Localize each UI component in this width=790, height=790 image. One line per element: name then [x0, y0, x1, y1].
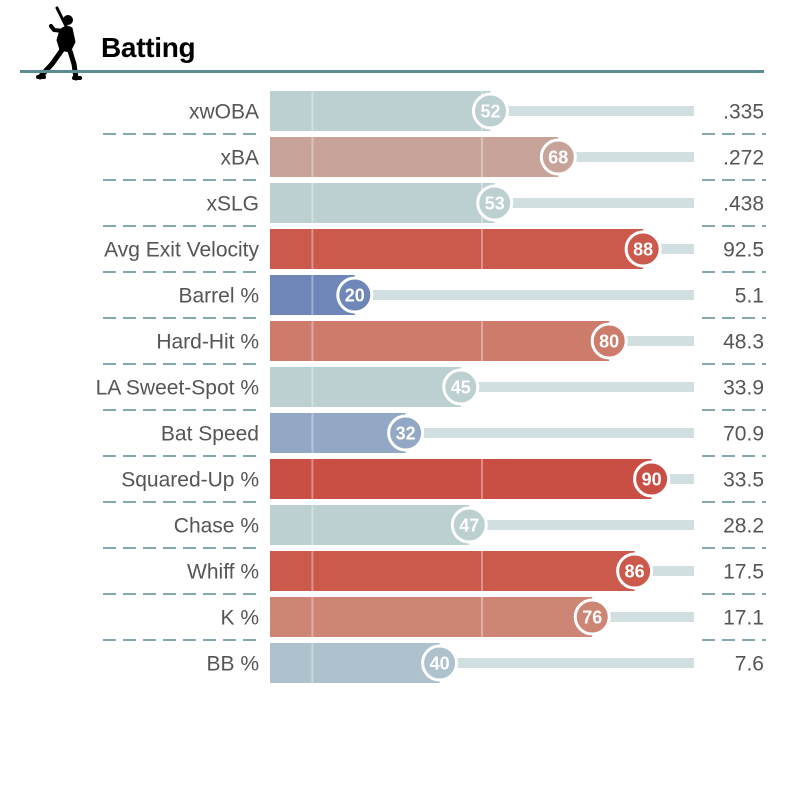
header-rule	[20, 70, 764, 73]
percentile-bar	[270, 413, 406, 453]
metric-label: BB %	[206, 653, 259, 676]
metric-value: 33.9	[723, 377, 764, 400]
percentile-bar	[270, 551, 635, 591]
percentile-label: 86	[625, 562, 645, 582]
metric-value: 33.5	[723, 469, 764, 492]
percentile-bar	[270, 459, 652, 499]
metric-value: 5.1	[735, 285, 764, 308]
bar-track	[651, 474, 694, 484]
bar-track	[494, 198, 694, 208]
bar-track	[469, 520, 694, 530]
percentile-bar	[270, 643, 440, 683]
metric-value: 70.9	[723, 423, 764, 446]
percentile-label: 80	[599, 332, 619, 352]
percentile-circle	[624, 230, 662, 268]
percentile-circle	[471, 92, 509, 130]
percentile-circle	[539, 138, 577, 176]
metric-value: 7.6	[735, 653, 764, 676]
metric-label: xBA	[220, 147, 259, 170]
metric-label: Avg Exit Velocity	[104, 239, 259, 262]
batter-silhouette-icon	[36, 6, 82, 81]
metric-label: K %	[220, 607, 259, 630]
percentile-circle	[476, 184, 514, 222]
bar-track	[439, 658, 694, 668]
percentile-circle	[633, 460, 671, 498]
metric-value: 92.5	[723, 239, 764, 262]
percentile-bar	[270, 229, 644, 269]
metric-value: .335	[723, 101, 764, 124]
metric-label: xwOBA	[189, 101, 259, 124]
percentile-circle	[573, 598, 611, 636]
metric-label: Whiff %	[187, 561, 259, 584]
percentile-label: 32	[396, 424, 416, 444]
percentile-circle	[336, 276, 374, 314]
percentile-label: 68	[548, 148, 568, 168]
metric-value: .438	[723, 193, 764, 216]
metric-value: 17.5	[723, 561, 764, 584]
percentile-bar	[270, 597, 593, 637]
percentile-label: 76	[582, 608, 602, 628]
percentile-bar	[270, 183, 495, 223]
metric-label: Chase %	[174, 515, 259, 538]
percentile-label: 20	[345, 286, 365, 306]
percentile-bar	[270, 91, 491, 131]
metric-value: .272	[723, 147, 764, 170]
bar-track	[558, 152, 694, 162]
percentile-bar	[270, 321, 610, 361]
bar-track	[634, 566, 694, 576]
metric-value: 28.2	[723, 515, 764, 538]
bar-track	[490, 106, 694, 116]
percentile-label: 52	[480, 102, 500, 122]
percentile-bar	[270, 505, 470, 545]
percentile-label: 90	[642, 470, 662, 490]
percentile-circle	[616, 552, 654, 590]
section-title: Batting	[101, 32, 196, 63]
bar-track	[609, 336, 694, 346]
metric-label: LA Sweet-Spot %	[96, 377, 259, 400]
metric-label: Hard-Hit %	[156, 331, 259, 354]
bar-track	[643, 244, 694, 254]
percentile-bar	[270, 367, 461, 407]
bar-track	[354, 290, 694, 300]
metric-value: 17.1	[723, 607, 764, 630]
metric-value: 48.3	[723, 331, 764, 354]
percentile-circle	[442, 368, 480, 406]
percentile-circle	[387, 414, 425, 452]
metric-label: Barrel %	[178, 285, 259, 308]
percentile-circle	[421, 644, 459, 682]
metric-label: Bat Speed	[161, 423, 259, 446]
percentile-label: 47	[459, 516, 479, 536]
metric-label: Squared-Up %	[121, 469, 259, 492]
metric-label: xSLG	[206, 193, 259, 216]
percentile-circle	[450, 506, 488, 544]
section-header: Batting	[0, 0, 790, 81]
bar-track	[405, 428, 694, 438]
percentile-label: 40	[430, 654, 450, 674]
percentile-circle	[590, 322, 628, 360]
percentile-label: 45	[451, 378, 471, 398]
bar-track	[592, 612, 694, 622]
percentile-label: 53	[485, 194, 505, 214]
percentile-label: 88	[633, 240, 653, 260]
bar-track	[460, 382, 694, 392]
percentile-bar	[270, 137, 559, 177]
